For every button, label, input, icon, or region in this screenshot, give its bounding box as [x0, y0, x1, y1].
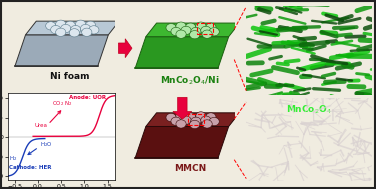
- Ellipse shape: [202, 120, 212, 128]
- Ellipse shape: [196, 22, 206, 30]
- Ellipse shape: [190, 31, 200, 39]
- Ellipse shape: [190, 120, 200, 129]
- Text: MnCo$_2$O$_4$/Ni: MnCo$_2$O$_4$/Ni: [160, 74, 220, 87]
- Ellipse shape: [82, 28, 92, 36]
- Text: MMCN: MMCN: [174, 164, 206, 173]
- Text: Anode: UOR: Anode: UOR: [70, 95, 107, 100]
- Ellipse shape: [61, 24, 71, 33]
- Ellipse shape: [206, 23, 216, 31]
- Polygon shape: [146, 23, 240, 37]
- Polygon shape: [135, 126, 229, 158]
- Ellipse shape: [80, 24, 91, 33]
- Ellipse shape: [209, 28, 219, 36]
- Ellipse shape: [85, 21, 96, 29]
- Ellipse shape: [201, 116, 211, 124]
- Ellipse shape: [196, 112, 206, 120]
- Ellipse shape: [191, 117, 201, 125]
- Bar: [188, 114, 204, 125]
- Ellipse shape: [181, 26, 191, 35]
- Ellipse shape: [56, 20, 66, 28]
- Text: Cathode: HER: Cathode: HER: [9, 165, 52, 170]
- Text: Urea: Urea: [34, 123, 47, 128]
- Ellipse shape: [176, 22, 186, 30]
- Polygon shape: [26, 21, 119, 35]
- Ellipse shape: [76, 20, 86, 28]
- Ellipse shape: [176, 120, 186, 128]
- Ellipse shape: [206, 113, 216, 121]
- Ellipse shape: [191, 27, 201, 36]
- Ellipse shape: [65, 21, 75, 29]
- Ellipse shape: [185, 113, 196, 121]
- Polygon shape: [15, 35, 108, 67]
- Ellipse shape: [45, 22, 56, 30]
- Ellipse shape: [202, 30, 212, 38]
- Ellipse shape: [201, 26, 211, 35]
- Ellipse shape: [166, 113, 176, 122]
- Text: MnCo$_2$O$_4$: MnCo$_2$O$_4$: [286, 103, 332, 116]
- Ellipse shape: [51, 26, 61, 34]
- Ellipse shape: [181, 116, 191, 124]
- Ellipse shape: [176, 112, 186, 120]
- Ellipse shape: [209, 117, 219, 126]
- Text: CO$_2$ N$_2$: CO$_2$ N$_2$: [52, 99, 73, 108]
- Ellipse shape: [69, 29, 79, 37]
- Ellipse shape: [56, 28, 66, 36]
- Ellipse shape: [185, 23, 196, 31]
- Polygon shape: [135, 37, 229, 68]
- Text: Ni foam: Ni foam: [50, 72, 89, 81]
- Bar: [197, 23, 213, 34]
- Ellipse shape: [166, 24, 176, 32]
- Ellipse shape: [176, 30, 186, 38]
- Ellipse shape: [171, 27, 181, 36]
- Ellipse shape: [171, 117, 181, 125]
- Ellipse shape: [89, 26, 99, 34]
- Ellipse shape: [71, 26, 81, 34]
- Text: H$_2$O: H$_2$O: [40, 140, 53, 149]
- Polygon shape: [146, 113, 240, 126]
- Text: H$_2$: H$_2$: [9, 154, 17, 163]
